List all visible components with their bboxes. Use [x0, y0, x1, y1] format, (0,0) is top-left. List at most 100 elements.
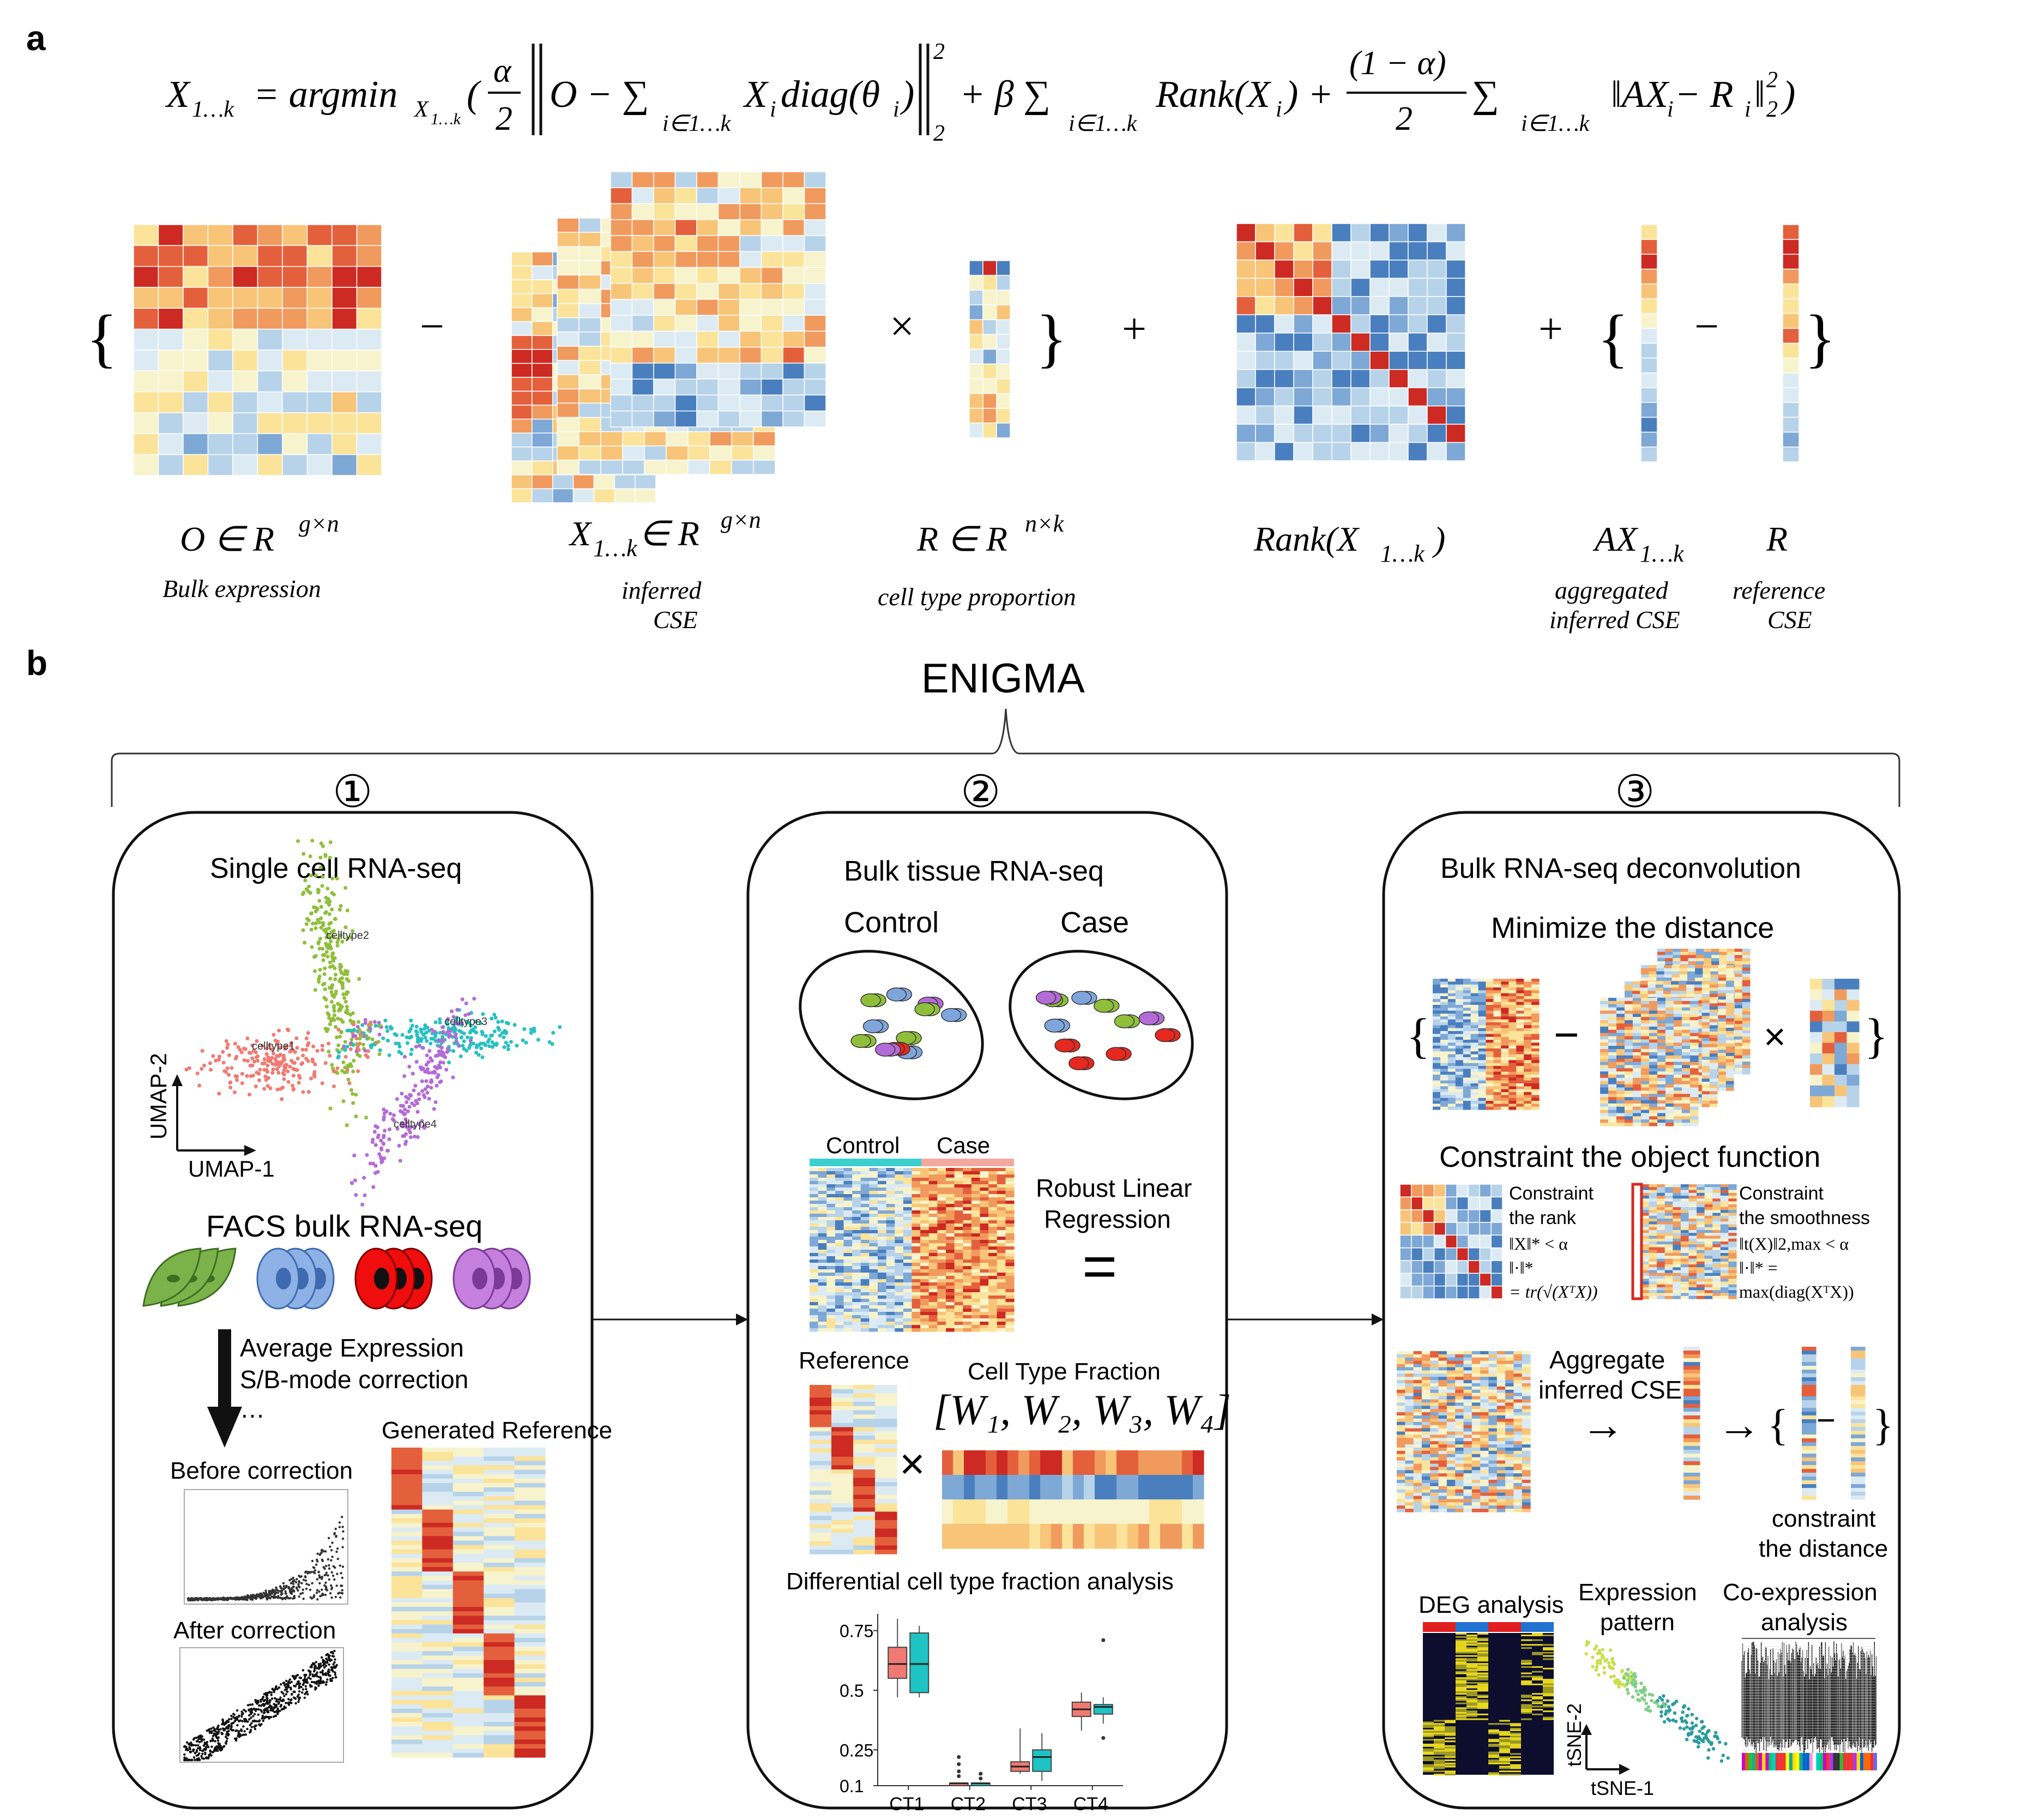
heat-cell — [452, 1496, 484, 1501]
before-point — [290, 1592, 293, 1595]
umap-point — [371, 1161, 375, 1166]
heat-cell — [1005, 1181, 1015, 1185]
umap-point — [309, 1076, 313, 1081]
heat-cell — [1127, 1475, 1139, 1500]
umap-point — [345, 908, 349, 913]
after-point — [198, 1749, 202, 1751]
heat-cell — [860, 1273, 870, 1276]
heat-cell — [963, 1286, 972, 1289]
heat-cell — [852, 1286, 861, 1289]
before-point — [341, 1546, 344, 1548]
after-point — [201, 1749, 204, 1752]
heat-cell — [232, 433, 258, 455]
heat-cell — [514, 1478, 546, 1484]
umap-point — [357, 1048, 361, 1052]
heat-cell — [1369, 223, 1390, 243]
heat-cell — [1350, 278, 1371, 297]
umap-point — [403, 1107, 407, 1112]
umap-point — [385, 1038, 390, 1042]
heat-cell — [869, 1233, 878, 1237]
after-point — [318, 1667, 321, 1670]
bulk-tissue-heatmap — [810, 1168, 1015, 1332]
heat-cell — [1427, 278, 1447, 297]
umap-point — [349, 1038, 354, 1042]
heat-cell — [996, 319, 1011, 335]
after-point — [240, 1729, 243, 1732]
umap-point — [319, 925, 323, 930]
heat-cell — [452, 1620, 484, 1625]
heat-cell — [1274, 333, 1294, 352]
heat-cell — [886, 1214, 895, 1218]
after-point — [334, 1676, 337, 1679]
heat-cell — [954, 1214, 963, 1218]
before-point — [282, 1585, 285, 1588]
umap-point — [400, 1033, 405, 1037]
heat-cell — [674, 315, 697, 332]
heat-cell — [578, 218, 601, 233]
umap-point — [502, 1045, 506, 1050]
heat-cell — [988, 1299, 998, 1303]
heat-cell — [946, 1286, 955, 1289]
heat-cell — [1350, 296, 1371, 316]
heat-cell — [761, 203, 783, 220]
heat-cell — [1005, 1302, 1015, 1306]
after-point — [207, 1746, 210, 1749]
before-point — [315, 1563, 318, 1566]
heat-cell — [971, 1273, 981, 1276]
heat-cell — [557, 445, 580, 461]
heat-cell — [514, 1487, 546, 1492]
heat-cell — [818, 1204, 827, 1208]
heat-cell — [610, 378, 633, 396]
heat-cell — [937, 1282, 946, 1286]
heat-cell — [306, 349, 333, 372]
heat-cell — [895, 1269, 904, 1273]
heat-cell — [903, 1263, 913, 1267]
heat-cell — [946, 1295, 955, 1299]
heat-cell — [875, 1541, 897, 1546]
before-point — [265, 1597, 268, 1600]
heat-cell — [946, 1184, 955, 1188]
umap-point — [399, 1109, 403, 1113]
heat-cell — [928, 1230, 938, 1234]
umap-point — [325, 887, 330, 891]
heat-cell — [843, 1269, 853, 1273]
umap-point — [345, 1045, 349, 1049]
heat-cell — [860, 1217, 870, 1221]
umap-point — [468, 1039, 473, 1043]
tissue-cell — [914, 1002, 935, 1016]
heat-cell — [717, 347, 740, 364]
heat-cell — [831, 1456, 854, 1462]
heat-cell — [810, 1423, 832, 1428]
heat-cell — [946, 1328, 955, 1332]
umap-point — [348, 1029, 353, 1033]
after-point — [226, 1734, 230, 1737]
heat-cell — [1440, 979, 1448, 982]
heat-cell — [484, 1518, 515, 1523]
panel-a-letter: a — [26, 19, 46, 58]
cell-nucleus — [276, 1268, 291, 1289]
heat-cell — [886, 1233, 895, 1237]
heat-cell — [422, 1469, 454, 1475]
umap-point — [358, 1041, 362, 1046]
heat-cell — [826, 1224, 836, 1227]
heat-cell — [1389, 333, 1409, 352]
heat-cell — [452, 1708, 484, 1714]
heat-cell — [996, 363, 1011, 379]
after-point — [210, 1745, 213, 1748]
heat-cell — [937, 1240, 946, 1244]
heat-cell — [1106, 1524, 1117, 1549]
tissue-cell — [874, 1042, 896, 1057]
heat-cell — [963, 1328, 972, 1332]
heat-cell — [818, 1243, 827, 1247]
heat-cell — [988, 1230, 998, 1234]
heat-cell — [818, 1240, 827, 1244]
heat-cell — [532, 474, 553, 490]
heat-cell — [1408, 405, 1428, 425]
heat-cell — [831, 1524, 854, 1529]
x-tick-label: CT3 — [1012, 1794, 1047, 1815]
heat-cell — [696, 330, 719, 348]
heat-cell — [818, 1256, 827, 1260]
heat-cell — [826, 1201, 836, 1204]
heat-cell — [912, 1256, 921, 1260]
heat-cell — [818, 1233, 827, 1237]
